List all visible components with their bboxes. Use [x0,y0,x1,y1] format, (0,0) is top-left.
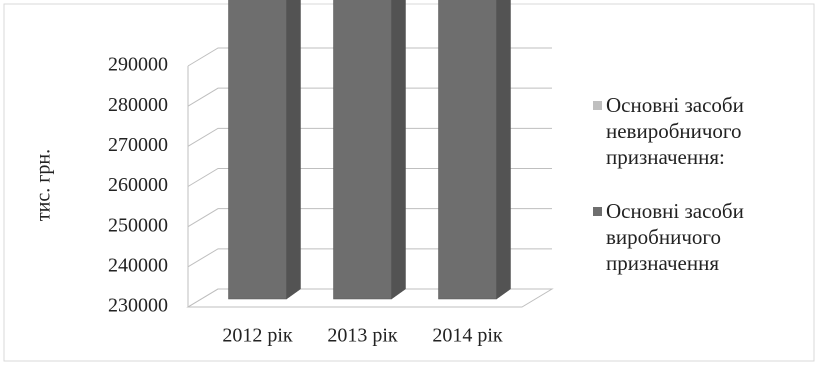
y-tick-label: 290000 [108,54,168,76]
legend-entry: Основні засоби виробничого призначення [593,198,806,276]
bar-side [391,0,406,300]
legend-swatch [593,207,602,216]
y-tick-label: 270000 [108,134,168,156]
bar [228,0,287,300]
bar-side [286,0,301,300]
bar-side [496,0,511,300]
y-tick-label: 230000 [108,295,168,317]
legend-entry: Основні засоби невиробничого призначення… [593,92,806,170]
x-tick-label: 2014 рік [432,325,503,347]
y-axis-label: тис. грн. [33,149,55,221]
x-tick-label: 2013 рік [327,325,398,347]
legend-swatch [593,101,602,110]
legend-label: Основні засоби невиробничого призначення… [606,93,744,169]
y-tick-label: 240000 [108,254,168,276]
bar [438,0,497,300]
x-tick-label: 2012 рік [222,325,293,347]
y-tick-label: 250000 [108,214,168,236]
bar [333,0,392,300]
y-tick-label: 260000 [108,174,168,196]
legend-label: Основні засоби виробничого призначення [606,199,744,275]
y-tick-label: 280000 [108,94,168,116]
